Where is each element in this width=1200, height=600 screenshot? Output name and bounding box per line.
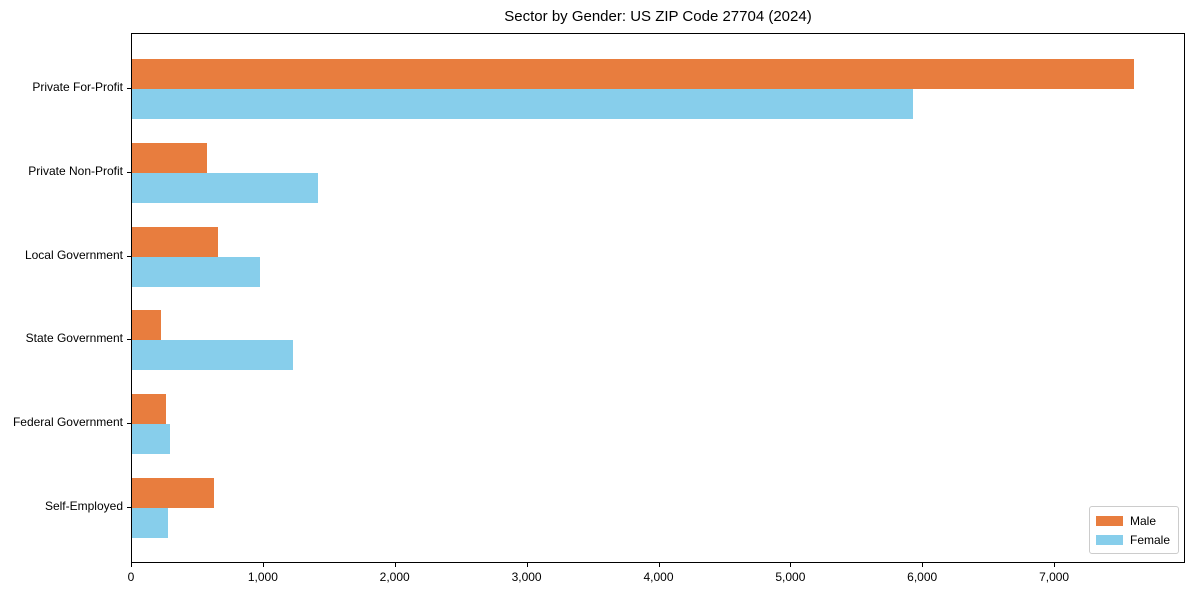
x-tick-mark: [790, 563, 792, 567]
x-tick-label-6000: 6,000: [907, 570, 938, 584]
legend-item-female: Female: [1096, 530, 1172, 549]
y-tick-label-self-employed: Self-Employed: [44, 499, 123, 513]
legend-item-male: Male: [1096, 511, 1172, 530]
y-tick-mark: [127, 423, 131, 425]
bar-male-federal-government: [132, 394, 167, 425]
plot-area: [131, 33, 1185, 563]
legend-label-male: Male: [1130, 513, 1157, 528]
y-tick-label-local-government: Local Government: [24, 247, 123, 262]
x-tick-mark: [131, 563, 132, 567]
y-tick-label-private-for-profit: Private For-Profit: [32, 80, 123, 94]
bar-female-federal-government: [132, 424, 171, 455]
x-tick-label-5000: 5,000: [775, 570, 806, 584]
x-tick-mark: [922, 563, 924, 567]
bar-male-private-for-profit: [132, 59, 1135, 89]
legend-swatch-female: [1096, 534, 1123, 545]
bar-female-self-employed: [132, 508, 168, 538]
y-tick-label-private-non-profit: Private Non-Profit: [28, 163, 123, 178]
y-tick-label-state-government: State Government: [25, 331, 123, 346]
bar-male-local-government: [132, 226, 218, 257]
y-tick-mark: [127, 88, 131, 89]
chart-title: Sector by Gender: US ZIP Code 27704 (202…: [504, 8, 812, 25]
bar-female-state-government: [132, 340, 293, 371]
legend: Male Female: [1089, 506, 1179, 554]
bar-female-private-for-profit: [132, 89, 913, 119]
x-tick-mark: [526, 563, 528, 567]
x-tick-mark: [394, 563, 396, 567]
y-tick-mark: [127, 507, 131, 508]
x-tick-label-1000: 1,000: [247, 570, 278, 584]
x-tick-label-3000: 3,000: [511, 570, 542, 584]
x-tick-mark: [262, 563, 264, 567]
bar-female-private-non-profit: [132, 172, 318, 203]
y-tick-mark: [127, 255, 131, 257]
legend-swatch-male: [1096, 515, 1123, 526]
y-tick-mark: [127, 339, 131, 341]
bar-male-self-employed: [132, 478, 214, 508]
x-tick-mark: [1054, 563, 1056, 567]
x-tick-label-4000: 4,000: [643, 570, 674, 584]
legend-label-female: Female: [1130, 532, 1171, 547]
x-tick-label-2000: 2,000: [379, 570, 410, 584]
x-tick-label-0: 0: [127, 570, 135, 584]
bar-male-state-government: [132, 310, 161, 341]
x-tick-mark: [658, 563, 660, 567]
x-tick-label-7000: 7,000: [1039, 570, 1070, 584]
bar-female-local-government: [132, 256, 260, 287]
y-tick-label-federal-government: Federal Government: [12, 415, 123, 430]
bar-male-private-non-profit: [132, 142, 208, 173]
y-tick-mark: [127, 171, 131, 173]
